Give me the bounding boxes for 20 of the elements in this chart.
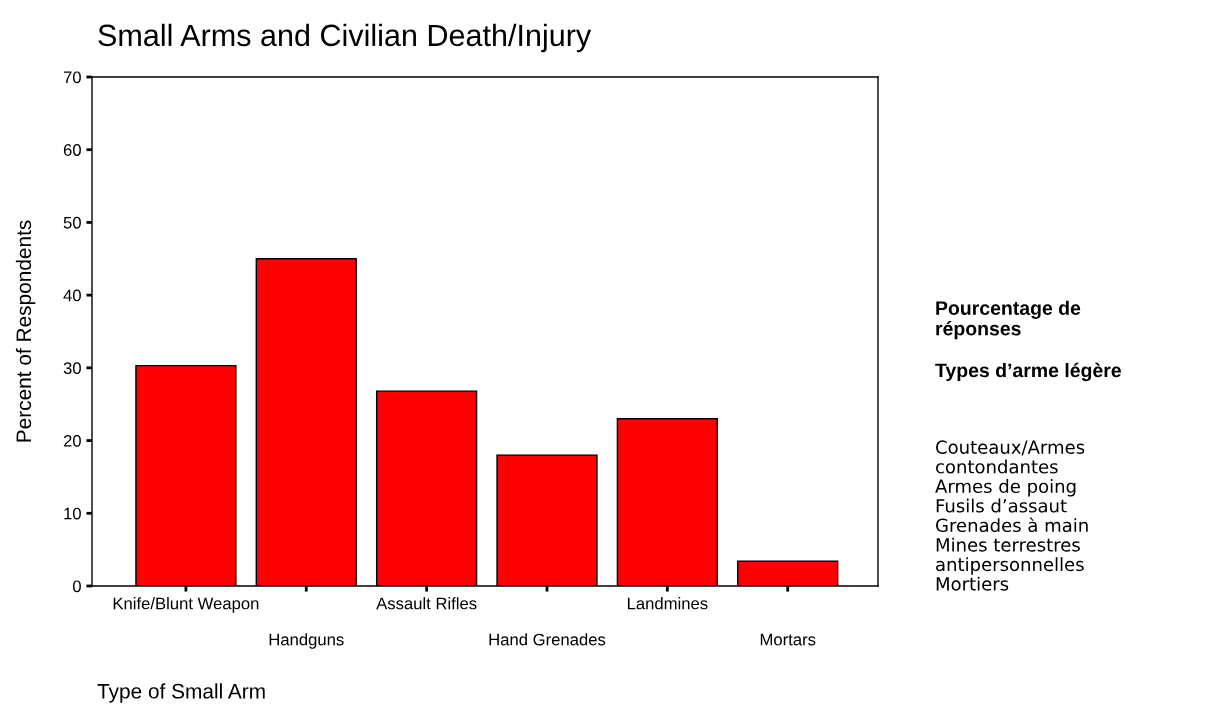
y-tick-label: 50 xyxy=(63,216,81,229)
text: Couteaux/Armes contondantes Armes de poing Fusils d’assaut Grenades à main Mines terrestres antipersonnelles Mortiers xyxy=(935,440,1088,591)
x-axis-title: Type of Small Arm xyxy=(97,683,265,703)
x-tick-label: Handguns xyxy=(269,633,344,649)
y-tick-label: 0 xyxy=(72,580,81,593)
y-tick-label: 60 xyxy=(63,144,81,156)
x-tick-label: Knife/Blunt Weapon xyxy=(113,597,259,613)
y-tick-label: 10 xyxy=(64,507,81,520)
y-tick-label: 40 xyxy=(63,289,81,302)
y-tick-label: 20 xyxy=(63,434,81,447)
x-tick-label: Landmines xyxy=(627,597,708,610)
y-tick-label: 70 xyxy=(63,71,81,84)
chart-title: Small Arms and Civilian Death/Injury xyxy=(98,23,592,53)
y-axis-title: Percent of Respondents xyxy=(15,220,36,442)
y-tick-label: 30 xyxy=(63,362,81,375)
text: Pourcentage de réponses xyxy=(936,300,1081,340)
x-tick-label: Assault Rifles xyxy=(376,597,477,610)
x-tick-label: Hand Grenades xyxy=(489,633,606,646)
text: Types d’arme légère xyxy=(935,362,1121,382)
x-tick-label: Mortars xyxy=(760,633,816,646)
